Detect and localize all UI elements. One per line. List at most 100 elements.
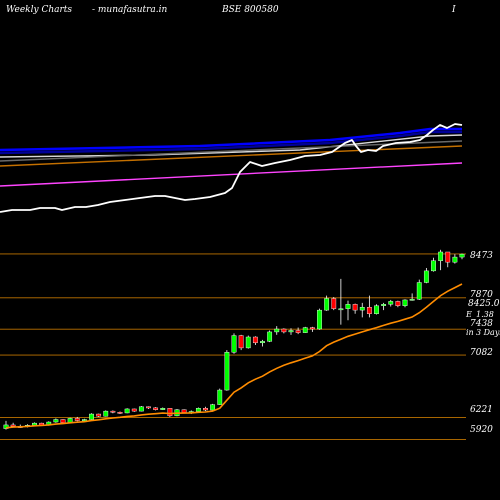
candle-36 [260,339,265,347]
candle-body-53 [381,304,387,306]
indicator-line-2 [0,134,463,158]
candle-33 [238,334,244,351]
candle-51 [366,295,372,318]
candle-body-44 [317,309,322,330]
level-label-8473: 8473 [470,251,493,261]
candle-body-45 [324,298,330,311]
candle-body-43 [309,327,315,330]
candle-body-17 [124,408,130,414]
candle-body-36 [260,341,265,344]
candle-41 [295,327,301,335]
period-prefix-label: in [466,328,474,337]
candle-body-28 [203,408,208,411]
change-prefix-label: E [465,310,472,319]
candle-56 [402,299,408,308]
level-label-7082: 7082 [470,348,493,358]
candle-34 [245,335,251,349]
candle-49 [352,303,358,314]
candle-body-50 [359,307,365,311]
header-site: - munafasutra.in [92,5,168,15]
candle-55 [395,300,401,308]
candle-body-46 [331,298,337,309]
candle-14 [103,410,109,417]
candle-64 [459,253,465,260]
candle-16 [117,411,123,415]
candle-29 [210,403,216,411]
candle-31 [224,350,230,391]
candle-body-48 [345,304,351,309]
candle-body-18 [131,408,137,412]
candle-12 [89,413,94,420]
header-right: I [451,5,456,15]
candle-body-7 [53,419,59,423]
candle-50 [359,302,365,318]
candle-23 [167,408,173,417]
candle-body-15 [110,410,116,413]
candle-body-62 [445,251,451,263]
level-label-6221: 6221 [470,405,493,415]
candle-8 [60,419,66,424]
candle-27 [195,407,201,412]
change-value-label: 1.38 [476,310,494,319]
candle-18 [131,408,137,412]
candle-body-21 [153,407,159,410]
candle-body-1 [10,424,16,427]
candle-body-55 [395,301,401,306]
candle-body-63 [452,256,458,263]
candle-body-12 [89,413,94,420]
indicator-line-3 [0,140,463,162]
header-symbol: BSE 800580 [221,5,279,15]
candle-35 [252,336,258,345]
candle-body-38 [274,328,280,333]
candle-body-34 [245,336,251,349]
candle-63 [452,254,458,264]
indicator-line-4 [0,145,463,167]
indicator-line-5 [0,162,463,187]
candle-7 [53,418,59,423]
candle-body-32 [231,335,237,353]
level-label-7870: 7870 [470,290,493,300]
candle-body-49 [352,304,358,311]
price-levels [0,253,466,440]
candle-10 [74,416,80,422]
candle-body-33 [238,335,244,349]
candle-body-8 [60,419,66,423]
candle-body-27 [195,408,201,412]
candle-body-61 [438,251,444,261]
candle-21 [153,407,159,411]
candle-38 [274,326,280,335]
candlestick-series [3,249,465,430]
candle-body-13 [96,413,102,417]
candle-17 [124,408,130,414]
candle-body-16 [117,412,123,414]
candle-body-10 [74,418,80,421]
ema-line [5,283,463,429]
candle-13 [96,413,102,417]
candle-body-41 [295,330,301,333]
candle-body-51 [366,307,372,314]
candle-body-52 [374,305,379,314]
level-label-5920: 5920 [470,425,493,435]
candle-20 [146,406,151,409]
ema-series [5,283,463,429]
candle-46 [331,297,337,311]
candle-40 [288,328,294,335]
candle-body-54 [388,301,394,305]
level-label-7438: 7438 [470,319,493,329]
close-price-label: 8425.00 [468,299,500,309]
candle-body-0 [3,424,9,429]
candle-0 [3,420,9,430]
candle-30 [217,388,223,405]
candle-45 [324,295,330,311]
candle-body-40 [288,330,294,333]
candle-15 [110,410,116,414]
candle-body-37 [267,331,273,342]
candle-61 [438,249,444,271]
candle-54 [388,299,394,307]
candle-body-25 [181,409,187,413]
candle-22 [160,407,166,411]
candle-body-35 [252,336,258,344]
candle-37 [267,330,273,343]
